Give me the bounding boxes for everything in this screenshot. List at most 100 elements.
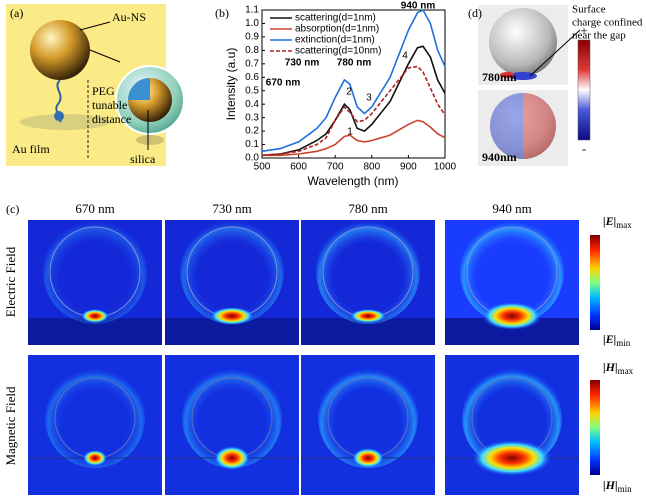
y-tick-label: 0.4 (245, 99, 259, 110)
x-tick-label: 700 (327, 162, 344, 173)
column-label: 730 nm (212, 201, 251, 216)
label: silica (130, 152, 156, 166)
symbol: |E| (603, 214, 616, 228)
panel-label: (d) (468, 6, 482, 20)
series-line (261, 65, 446, 157)
plus-sign: + (580, 23, 587, 38)
charge-sphere (489, 8, 557, 76)
column-label: 780 nm (348, 201, 387, 216)
charge-blue (509, 72, 537, 80)
y-tick-label: 0.2 (245, 126, 259, 137)
annotation: 3 (366, 93, 372, 104)
label: PEG (92, 84, 115, 98)
pointer (79, 21, 111, 31)
hotspot (81, 309, 109, 323)
legend-label: absorption(d=1nm) (295, 24, 379, 35)
colorbar-max: |H|max (603, 360, 634, 376)
sub: max (616, 220, 632, 230)
charge-red (523, 93, 556, 159)
note: near the gap (572, 30, 626, 42)
y-tick-label: 0.1 (245, 139, 259, 150)
label: Au film (12, 142, 50, 156)
column-label: 940 nm (492, 201, 531, 216)
series-line (261, 45, 446, 157)
hotspot (352, 448, 384, 468)
colorbar-max: |E|max (603, 214, 632, 230)
shadow2 (136, 135, 164, 145)
symbol: |H| (603, 478, 618, 492)
y-tick-label: 1.1 (245, 5, 259, 16)
pointer (89, 49, 121, 63)
annotation: 670 nm (266, 78, 301, 89)
label: Au-NS (112, 10, 146, 24)
au-sphere (30, 20, 90, 80)
legend-label: extinction(d=1nm) (295, 35, 375, 46)
x-axis-label: Wavelength (nm) (308, 174, 399, 188)
panel-label: (c) (6, 202, 19, 216)
panel-label: (b) (215, 6, 229, 20)
symbol: |H| (603, 360, 618, 374)
annotation: 780 nm (337, 58, 372, 69)
sub: max (618, 366, 634, 376)
colorbar-min: |E|min (603, 332, 631, 348)
halo (318, 368, 418, 468)
core-cut (128, 78, 150, 100)
colorbar-min: |H|min (603, 478, 632, 494)
plot-area (261, 9, 446, 159)
column-label: 670 nm (75, 201, 114, 216)
colorbar (590, 235, 600, 330)
annotation: 2 (346, 87, 352, 98)
hotspot (214, 446, 250, 470)
y-axis-label: Intensity (a.u) (224, 48, 238, 121)
y-tick-label: 0.0 (245, 153, 259, 164)
y-tick-label: 1.0 (245, 18, 259, 29)
map-label: 940nm (482, 150, 517, 164)
legend-label: scattering(d=1nm) (295, 13, 376, 24)
legend-label: scattering(d=10nm) (295, 46, 381, 57)
hotspot (482, 302, 542, 330)
label: distance (92, 112, 131, 126)
note: charge confined (572, 17, 643, 29)
note: Surface (572, 4, 606, 16)
x-tick-label: 500 (254, 162, 271, 173)
x-tick-label: 1000 (434, 162, 457, 173)
colorbar (577, 39, 591, 141)
map-label: 780nm (482, 70, 517, 84)
y-tick-label: 0.8 (245, 45, 259, 56)
row-label: Electric Field (3, 246, 18, 317)
row-label: Magnetic Field (3, 386, 18, 466)
series-line (261, 8, 446, 153)
minus-sign: - (582, 141, 586, 156)
sub: min (616, 338, 631, 348)
pointer (529, 29, 581, 77)
y-tick-label: 0.6 (245, 72, 259, 83)
panel-label: (a) (10, 6, 23, 20)
y-tick-label: 0.5 (245, 85, 259, 96)
annotation: 940 nm (401, 1, 436, 12)
y-tick-label: 0.3 (245, 112, 259, 123)
hotspot (83, 450, 107, 466)
series-line (262, 119, 446, 157)
halo (43, 220, 147, 324)
hotspot (210, 307, 254, 325)
label: tunable (92, 98, 127, 112)
y-tick-label: 0.9 (245, 32, 259, 43)
halo (460, 220, 564, 324)
y-tick-label: 0.7 (245, 58, 259, 69)
symbol: |E| (603, 332, 616, 346)
charge-blue (490, 93, 523, 159)
x-tick-label: 900 (400, 162, 417, 173)
halo (182, 368, 282, 468)
halo (316, 220, 420, 324)
hotspot (472, 440, 552, 476)
halo (180, 220, 284, 324)
colorbar (590, 380, 600, 475)
halo (462, 368, 562, 468)
x-tick-label: 600 (290, 162, 307, 173)
annotation: 1 (347, 127, 353, 138)
charge-red (500, 72, 514, 78)
sub: min (618, 484, 633, 494)
annotation: 4 (402, 51, 408, 62)
hotspot (350, 309, 386, 323)
